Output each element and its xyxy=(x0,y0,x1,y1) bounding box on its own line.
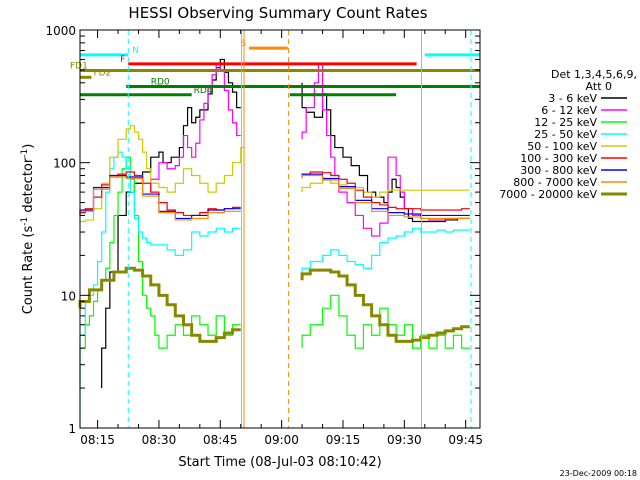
y-axis-label-sup: -1 xyxy=(20,149,30,158)
x-axis-label: Start Time (08-Jul-03 08:10:42) xyxy=(178,455,381,470)
vertical-markers-layer xyxy=(127,30,472,428)
y-tick-label: 1 xyxy=(68,422,76,436)
flag-label: S xyxy=(240,39,246,49)
y-tick-label: 100 xyxy=(53,157,76,171)
series-line xyxy=(101,58,241,389)
y-tick-label: 1000 xyxy=(45,24,76,38)
x-tick-label: 09:15 xyxy=(326,433,361,447)
y-axis-label: Count Rate (s-1 detector-1) xyxy=(20,144,36,315)
plot-frame xyxy=(79,29,481,429)
series-line xyxy=(79,176,241,221)
legend-label: 7000 - 20000 keV xyxy=(499,188,597,201)
x-tick-label: 08:30 xyxy=(142,433,177,447)
legend-label: 12 - 25 keV xyxy=(534,116,597,129)
y-axis-label-part: detector xyxy=(21,157,36,217)
axes-layer: 08:15 08:30 08:45 09:00 09:15 09:30 09:45 1 10 10… xyxy=(45,24,483,447)
legend-label: 3 - 6 keV xyxy=(548,92,597,105)
flag-label: FD2 xyxy=(93,68,111,78)
series-line xyxy=(79,174,241,220)
x-tick-label: 09:30 xyxy=(387,433,422,447)
flag-label: N xyxy=(132,46,139,56)
x-tick-label: 08:15 xyxy=(80,433,115,447)
legend-label: 6 - 12 keV xyxy=(541,104,597,117)
series-line xyxy=(79,125,245,224)
series-line xyxy=(301,178,470,198)
series-line xyxy=(301,171,470,211)
flag-label: FD1 xyxy=(70,62,88,72)
legend-label: 25 - 50 keV xyxy=(534,128,597,141)
y-axis-label-sup: -1 xyxy=(20,217,30,226)
flag-bars-layer: N S F FD1 FD2 RD0 RD4 xyxy=(70,39,480,97)
series-line xyxy=(79,151,241,428)
legend-label: 800 - 7000 keV xyxy=(513,176,597,189)
series-line xyxy=(150,62,241,193)
y-axis-label-part: Count Rate (s xyxy=(21,226,36,315)
x-tick-label: 08:45 xyxy=(203,433,238,447)
series-line xyxy=(79,171,241,217)
series-line xyxy=(78,266,241,343)
series-line xyxy=(301,174,470,220)
x-tick-label: 09:45 xyxy=(448,433,483,447)
legend-header-line: Att 0 xyxy=(586,80,612,93)
footer-date: 23-Dec-2009 00:18 xyxy=(560,469,637,478)
flag-label: RD4 xyxy=(194,86,213,96)
series-line xyxy=(301,227,470,276)
flag-label: F xyxy=(120,55,125,65)
legend-label: 50 - 100 keV xyxy=(527,140,597,153)
chart-title: HESSI Observing Summary Count Rates xyxy=(128,4,427,22)
legend-header-line: Det 1,3,4,5,6,9, xyxy=(551,68,637,81)
legend-label: 300 - 800 keV xyxy=(520,164,597,177)
series-line xyxy=(301,294,470,349)
x-tick-label: 09:00 xyxy=(264,433,299,447)
y-axis-label-part: ) xyxy=(21,144,36,149)
y-tick-label: 10 xyxy=(61,289,76,303)
series-line xyxy=(300,268,470,343)
flag-label: RD0 xyxy=(151,78,170,88)
series-layer xyxy=(78,58,470,428)
legend-label: 100 - 300 keV xyxy=(520,152,597,165)
series-line xyxy=(301,82,470,223)
